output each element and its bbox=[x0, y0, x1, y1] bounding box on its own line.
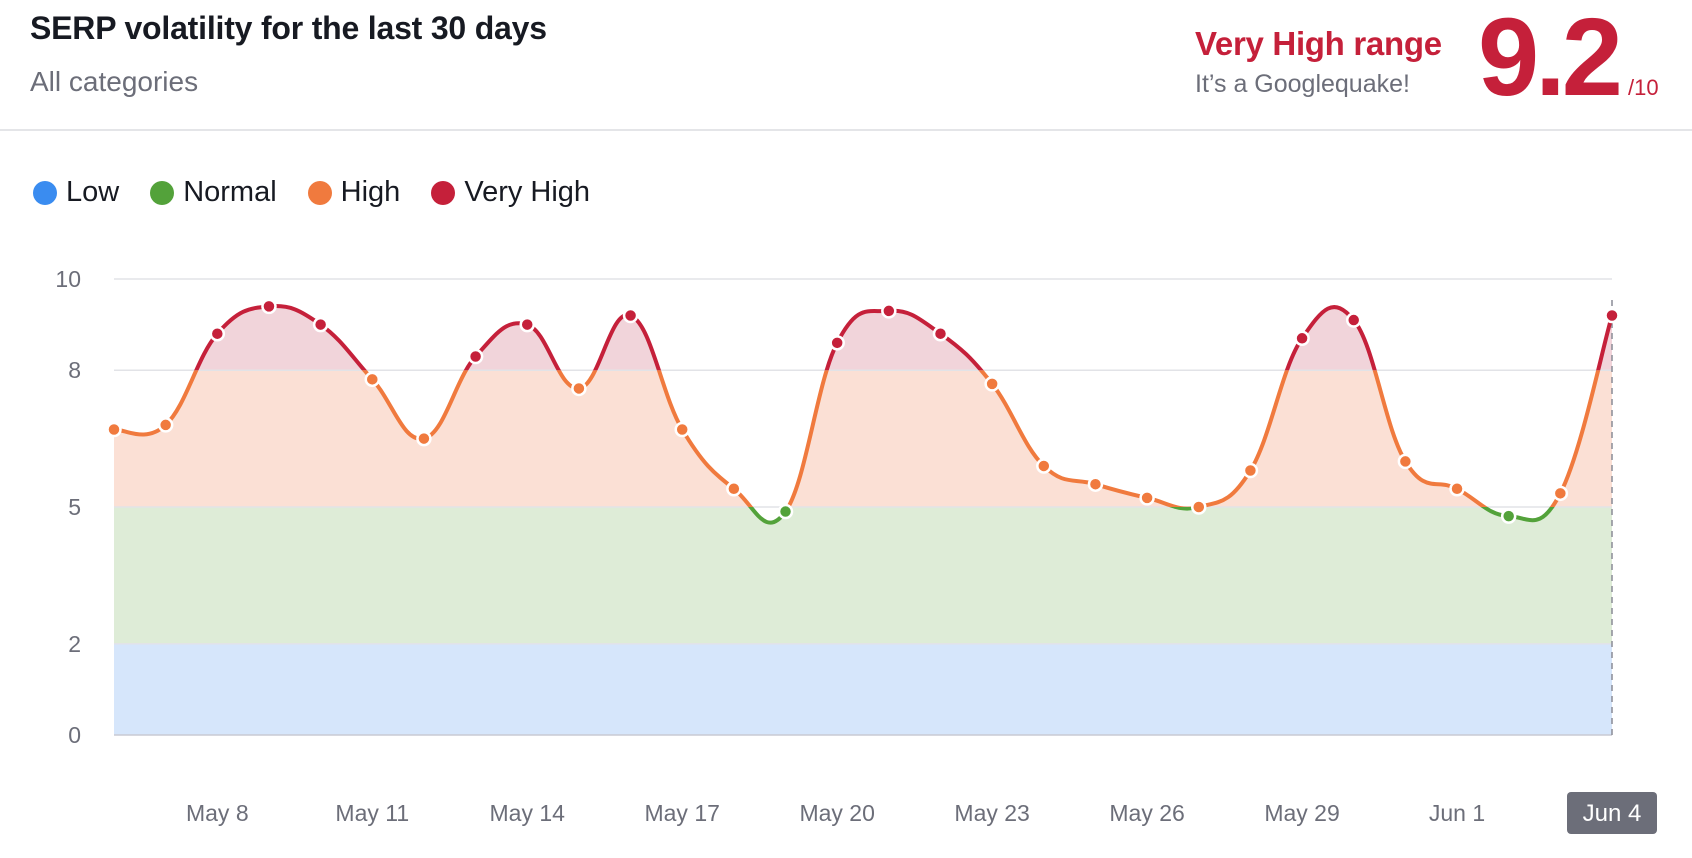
x-tick-label: May 23 bbox=[954, 800, 1029, 826]
x-tick-label: May 26 bbox=[1109, 800, 1184, 826]
y-tick-label-0: 0 bbox=[68, 722, 81, 748]
x-tick-label: May 17 bbox=[644, 800, 719, 826]
x-tick-label: May 20 bbox=[799, 800, 874, 826]
legend-dot-very-high-icon bbox=[431, 180, 456, 205]
data-point bbox=[106, 421, 122, 438]
data-point bbox=[984, 376, 1000, 392]
data-point bbox=[1139, 490, 1155, 506]
y-tick-label-2: 2 bbox=[68, 631, 81, 657]
data-point bbox=[622, 307, 639, 324]
score-max: /10 bbox=[1628, 75, 1659, 100]
category-filter[interactable]: All categories bbox=[30, 66, 199, 97]
x-tick-label: May 8 bbox=[186, 800, 249, 826]
band-fill-normal bbox=[114, 507, 1612, 644]
legend-label-very-high: Very High bbox=[464, 176, 591, 208]
data-point bbox=[1449, 481, 1465, 497]
legend-label-low: Low bbox=[66, 176, 120, 208]
chart-header: SERP volatility for the last 30 days All… bbox=[0, 0, 1692, 131]
y-tick-label-5: 5 bbox=[68, 494, 81, 520]
y-tick-label-8: 8 bbox=[68, 357, 81, 383]
range-label: Very High range bbox=[1195, 25, 1442, 62]
data-point bbox=[829, 335, 845, 351]
x-tick-label: Jun 1 bbox=[1429, 800, 1485, 826]
data-point bbox=[1242, 462, 1259, 479]
legend-dot-high-icon bbox=[307, 180, 332, 205]
series-line-high bbox=[113, 370, 1601, 508]
data-point bbox=[1294, 330, 1310, 347]
data-point bbox=[1191, 499, 1207, 515]
data-point bbox=[1087, 476, 1104, 492]
legend-item-normal[interactable]: Normal bbox=[150, 176, 277, 209]
data-point bbox=[209, 325, 226, 342]
data-point bbox=[416, 430, 432, 447]
data-point bbox=[571, 380, 587, 397]
data-point bbox=[1604, 307, 1620, 324]
data-point bbox=[674, 421, 690, 438]
data-point bbox=[1397, 453, 1414, 470]
legend-item-high[interactable]: High bbox=[307, 176, 401, 209]
data-point bbox=[777, 503, 794, 520]
volatility-score: 9.2 bbox=[1478, 0, 1623, 119]
band-fill-low bbox=[114, 643, 1612, 735]
data-point bbox=[519, 316, 535, 333]
chart-title: SERP volatility for the last 30 days bbox=[30, 10, 547, 46]
data-point bbox=[1345, 312, 1362, 328]
legend-label-normal: Normal bbox=[183, 176, 277, 208]
data-point bbox=[1500, 508, 1517, 524]
selected-date-badge bbox=[1567, 792, 1657, 834]
data-point bbox=[157, 417, 174, 433]
x-tick-label: May 29 bbox=[1264, 800, 1339, 826]
selected-date-label: Jun 4 bbox=[1583, 800, 1642, 827]
legend-item-low[interactable]: Low bbox=[33, 176, 119, 209]
y-tick-label-10: 10 bbox=[55, 266, 81, 292]
band-fill-high bbox=[114, 370, 1612, 507]
band-fills bbox=[114, 306, 1612, 735]
x-tick-label: May 11 bbox=[335, 800, 409, 826]
legend-dot-low-icon bbox=[33, 180, 57, 205]
band-fill-very-high bbox=[114, 306, 1612, 371]
data-point bbox=[726, 481, 742, 497]
data-point bbox=[1036, 458, 1052, 474]
data-point bbox=[932, 325, 949, 342]
x-tick-label: May 14 bbox=[490, 800, 566, 826]
range-description: It’s a Googlequake! bbox=[1195, 70, 1410, 98]
data-point bbox=[364, 371, 381, 388]
legend-item-very-high[interactable]: Very High bbox=[431, 176, 590, 209]
series-line-very-high bbox=[194, 304, 1614, 371]
data-point bbox=[881, 303, 897, 319]
data-point bbox=[312, 316, 329, 333]
data-point bbox=[467, 348, 484, 365]
legend-label-high: High bbox=[340, 176, 401, 208]
legend-dot-normal-icon bbox=[150, 180, 175, 205]
data-point bbox=[261, 298, 277, 315]
chart-legend: Low Normal High Very High bbox=[33, 176, 621, 209]
data-point bbox=[1552, 485, 1569, 502]
